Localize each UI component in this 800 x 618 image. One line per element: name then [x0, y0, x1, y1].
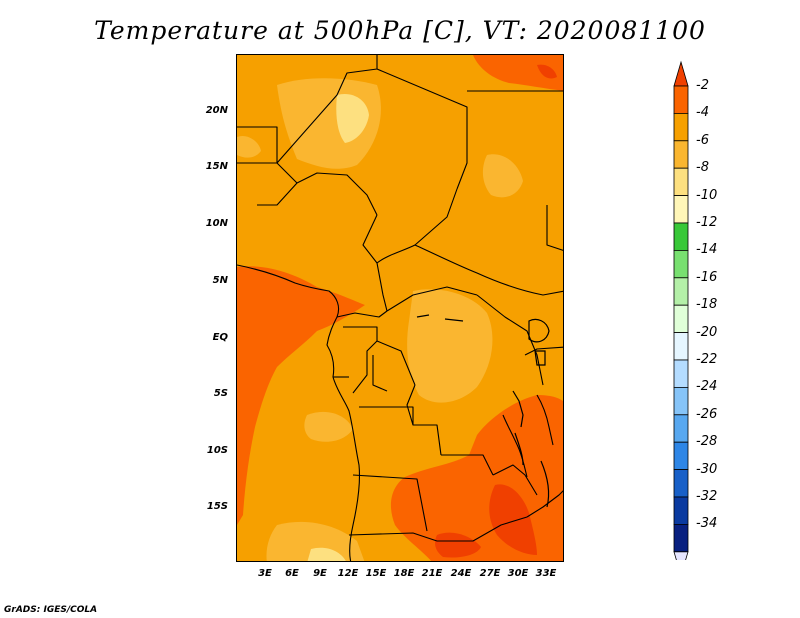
country-borders: [237, 55, 563, 561]
colorbar-arrow-bottom: [673, 551, 689, 560]
hot-core-southeast: [489, 484, 537, 555]
colorbar-box: [673, 249, 689, 279]
warm-zone-west: [237, 266, 365, 525]
colorbar-box: [673, 167, 689, 196]
colorbar-label: -20: [696, 324, 718, 340]
lon-label: 30E: [507, 568, 529, 579]
colorbar: [673, 60, 689, 560]
colorbar-label: -32: [696, 489, 718, 504]
colorbar-box: [673, 496, 689, 525]
colorbar-label: -30: [696, 461, 718, 477]
colorbar-box: [673, 85, 689, 114]
grads-credit: GrADS: IGES/COLA: [4, 605, 98, 615]
lat-label: 20N: [205, 105, 228, 116]
lat-label: EQ: [212, 332, 228, 343]
colorbar-label: -28: [696, 434, 718, 450]
colorbar-label: -2: [696, 78, 709, 93]
cool-zone-central: [407, 289, 493, 403]
colorbar-box: [673, 140, 689, 169]
colorbar-arrow-top: [673, 60, 689, 87]
colorbar-box: [673, 195, 689, 224]
colorbar-box: [673, 304, 689, 333]
colorbar-label: -24: [696, 379, 718, 395]
lon-label: 9E: [313, 568, 327, 579]
lat-label: 10S: [206, 445, 228, 456]
warm-zone-northeast: [473, 55, 563, 91]
colorbar-label: -18: [696, 297, 718, 313]
colorbar-box: [673, 332, 689, 361]
colorbar-label: -8: [696, 160, 709, 176]
lon-label: 27E: [479, 568, 501, 579]
colorbar-box: [673, 359, 689, 388]
colorbar-box: [673, 113, 689, 142]
lon-label: 18E: [393, 568, 415, 579]
colorbar-box: [673, 222, 689, 251]
lon-label: 12E: [337, 568, 359, 579]
lon-label: 6E: [285, 568, 299, 579]
colorbar-label: -22: [696, 352, 718, 367]
lon-label: 21E: [421, 568, 443, 579]
chart-title: Temperature at 500hPa [C], VT: 202008110…: [94, 16, 706, 45]
colorbar-label: -14: [696, 242, 718, 258]
colorbar-label: -16: [696, 269, 718, 285]
lon-label: 15E: [365, 568, 387, 579]
hot-core-south: [435, 532, 481, 558]
colorbar-label: -4: [696, 105, 709, 121]
lat-label: 10N: [205, 218, 228, 229]
colorbar-label: -6: [696, 132, 709, 148]
temperature-map: [236, 54, 564, 562]
colorbar-box: [673, 523, 689, 553]
lakes: [416, 314, 550, 508]
colorbar-label: -34: [696, 516, 718, 532]
lat-label: 15N: [205, 161, 228, 172]
colorbar-label: -10: [696, 187, 718, 203]
lat-label: 5N: [212, 275, 228, 286]
cool-zone-south: [304, 411, 353, 442]
cool-zone-northeast: [482, 154, 523, 198]
lon-label: 33E: [535, 568, 557, 579]
lat-label: 5S: [213, 388, 228, 399]
colorbar-box: [673, 277, 689, 306]
lon-label: 24E: [450, 568, 472, 579]
colorbar-box: [673, 414, 689, 443]
colorbar-box: [673, 469, 689, 498]
colorbar-label: -12: [696, 215, 718, 230]
colorbar-box: [673, 441, 689, 471]
lon-label: 3E: [258, 568, 272, 579]
colorbar-box: [673, 386, 689, 416]
lat-label: 15S: [206, 501, 228, 512]
cool-zone-southwest: [266, 521, 365, 561]
colorbar-label: -26: [696, 406, 718, 422]
